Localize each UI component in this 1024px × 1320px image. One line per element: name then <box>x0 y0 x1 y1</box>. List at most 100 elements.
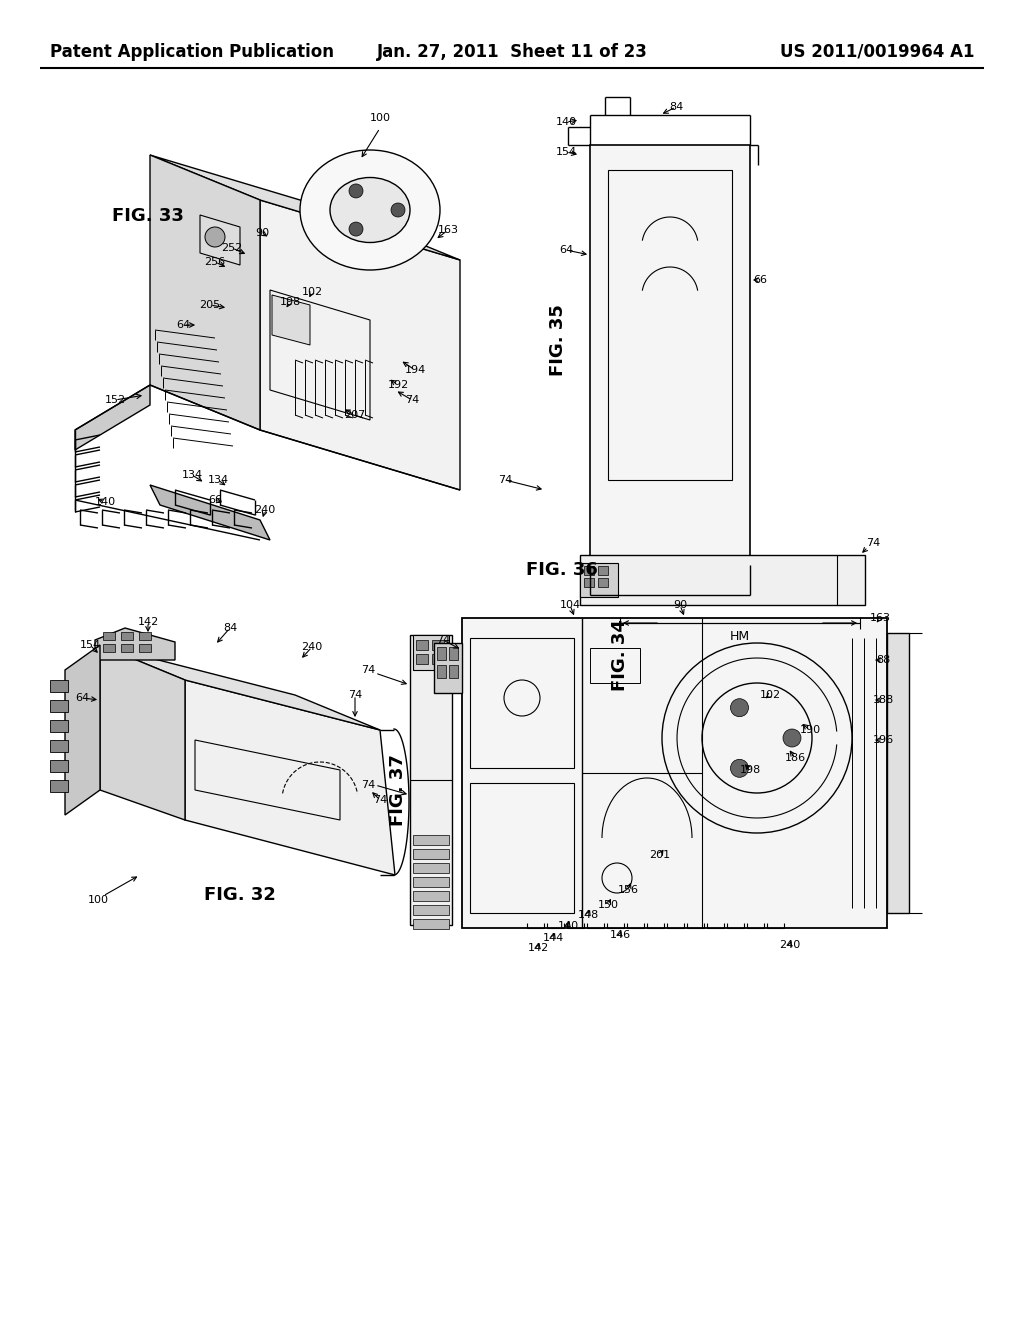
Text: Patent Application Publication: Patent Application Publication <box>50 44 334 61</box>
Text: 134: 134 <box>181 470 203 480</box>
Text: 148: 148 <box>578 909 599 920</box>
Bar <box>413 919 449 929</box>
Text: 256: 256 <box>205 257 225 267</box>
Text: 66: 66 <box>208 495 222 506</box>
Bar <box>413 906 449 915</box>
Polygon shape <box>200 215 240 265</box>
Text: 252: 252 <box>221 243 243 253</box>
Text: 74: 74 <box>348 690 362 700</box>
Text: HM: HM <box>730 631 750 644</box>
Bar <box>413 635 449 671</box>
Polygon shape <box>185 680 395 875</box>
Text: 240: 240 <box>301 642 323 652</box>
Text: 102: 102 <box>301 286 323 297</box>
Text: 156: 156 <box>617 884 639 895</box>
Text: 154: 154 <box>555 147 577 157</box>
Bar <box>462 618 887 928</box>
Text: FIG. 35: FIG. 35 <box>549 304 567 376</box>
Bar <box>437 665 446 678</box>
Bar <box>121 644 133 652</box>
Polygon shape <box>272 294 310 345</box>
Text: 152: 152 <box>104 395 126 405</box>
Text: 190: 190 <box>800 725 820 735</box>
Text: 64: 64 <box>176 319 190 330</box>
Ellipse shape <box>300 150 440 271</box>
Bar <box>584 578 594 587</box>
Bar <box>432 640 444 649</box>
Text: 64: 64 <box>559 246 573 255</box>
Bar <box>590 648 640 682</box>
Bar <box>887 634 909 913</box>
Circle shape <box>730 698 749 717</box>
Bar <box>50 719 68 733</box>
Bar <box>139 644 151 652</box>
Text: FIG. 33: FIG. 33 <box>112 207 184 224</box>
Text: 194: 194 <box>404 366 426 375</box>
Polygon shape <box>65 645 100 814</box>
Text: 88: 88 <box>876 655 890 665</box>
Text: 163: 163 <box>869 612 891 623</box>
Bar <box>416 653 428 664</box>
Text: 188: 188 <box>872 696 894 705</box>
Text: FIG. 37: FIG. 37 <box>389 754 407 826</box>
Ellipse shape <box>330 177 410 243</box>
Text: FIG. 32: FIG. 32 <box>204 886 275 904</box>
Text: 198: 198 <box>739 766 761 775</box>
Bar <box>413 863 449 873</box>
Text: 140: 140 <box>94 498 116 507</box>
Circle shape <box>349 183 362 198</box>
Text: 74: 74 <box>866 539 880 548</box>
Bar <box>413 891 449 902</box>
Text: 100: 100 <box>370 114 390 123</box>
Text: 186: 186 <box>784 752 806 763</box>
Bar <box>470 638 574 768</box>
Text: 74: 74 <box>404 395 419 405</box>
Circle shape <box>391 203 406 216</box>
Polygon shape <box>100 645 380 730</box>
Text: 140: 140 <box>555 117 577 127</box>
Circle shape <box>730 759 749 777</box>
Text: 100: 100 <box>87 895 109 906</box>
Polygon shape <box>75 385 150 450</box>
Text: 163: 163 <box>437 224 459 235</box>
Text: US 2011/0019964 A1: US 2011/0019964 A1 <box>779 44 974 61</box>
Bar <box>413 849 449 859</box>
Text: 74: 74 <box>360 780 375 789</box>
Text: 64: 64 <box>75 693 89 704</box>
Circle shape <box>783 729 801 747</box>
Text: 74: 74 <box>373 795 387 805</box>
Bar <box>449 647 458 660</box>
Bar <box>598 578 608 587</box>
Bar <box>437 647 446 660</box>
Text: 84: 84 <box>223 623 238 634</box>
Bar <box>432 653 444 664</box>
Circle shape <box>349 222 362 236</box>
Text: FIG. 36: FIG. 36 <box>526 561 598 579</box>
Text: 66: 66 <box>753 275 767 285</box>
Bar <box>416 640 428 649</box>
Bar <box>580 564 618 597</box>
Text: 134: 134 <box>208 475 228 484</box>
Text: 102: 102 <box>760 690 780 700</box>
Text: 90: 90 <box>255 228 269 238</box>
Polygon shape <box>150 484 270 540</box>
Text: 198: 198 <box>280 297 301 308</box>
Polygon shape <box>150 154 460 260</box>
Polygon shape <box>150 154 260 430</box>
Text: 144: 144 <box>543 933 563 942</box>
Bar <box>413 876 449 887</box>
Bar <box>50 741 68 752</box>
Polygon shape <box>260 201 460 490</box>
Text: 140: 140 <box>557 921 579 931</box>
Text: 205: 205 <box>200 300 220 310</box>
Text: 154: 154 <box>80 640 100 649</box>
Text: 74: 74 <box>436 635 451 645</box>
Text: 104: 104 <box>559 601 581 610</box>
Bar <box>580 554 865 605</box>
Text: Jan. 27, 2011  Sheet 11 of 23: Jan. 27, 2011 Sheet 11 of 23 <box>377 44 647 61</box>
Bar <box>590 145 750 565</box>
Bar <box>449 665 458 678</box>
Text: 142: 142 <box>137 616 159 627</box>
Bar <box>121 632 133 640</box>
Text: 201: 201 <box>649 850 671 861</box>
